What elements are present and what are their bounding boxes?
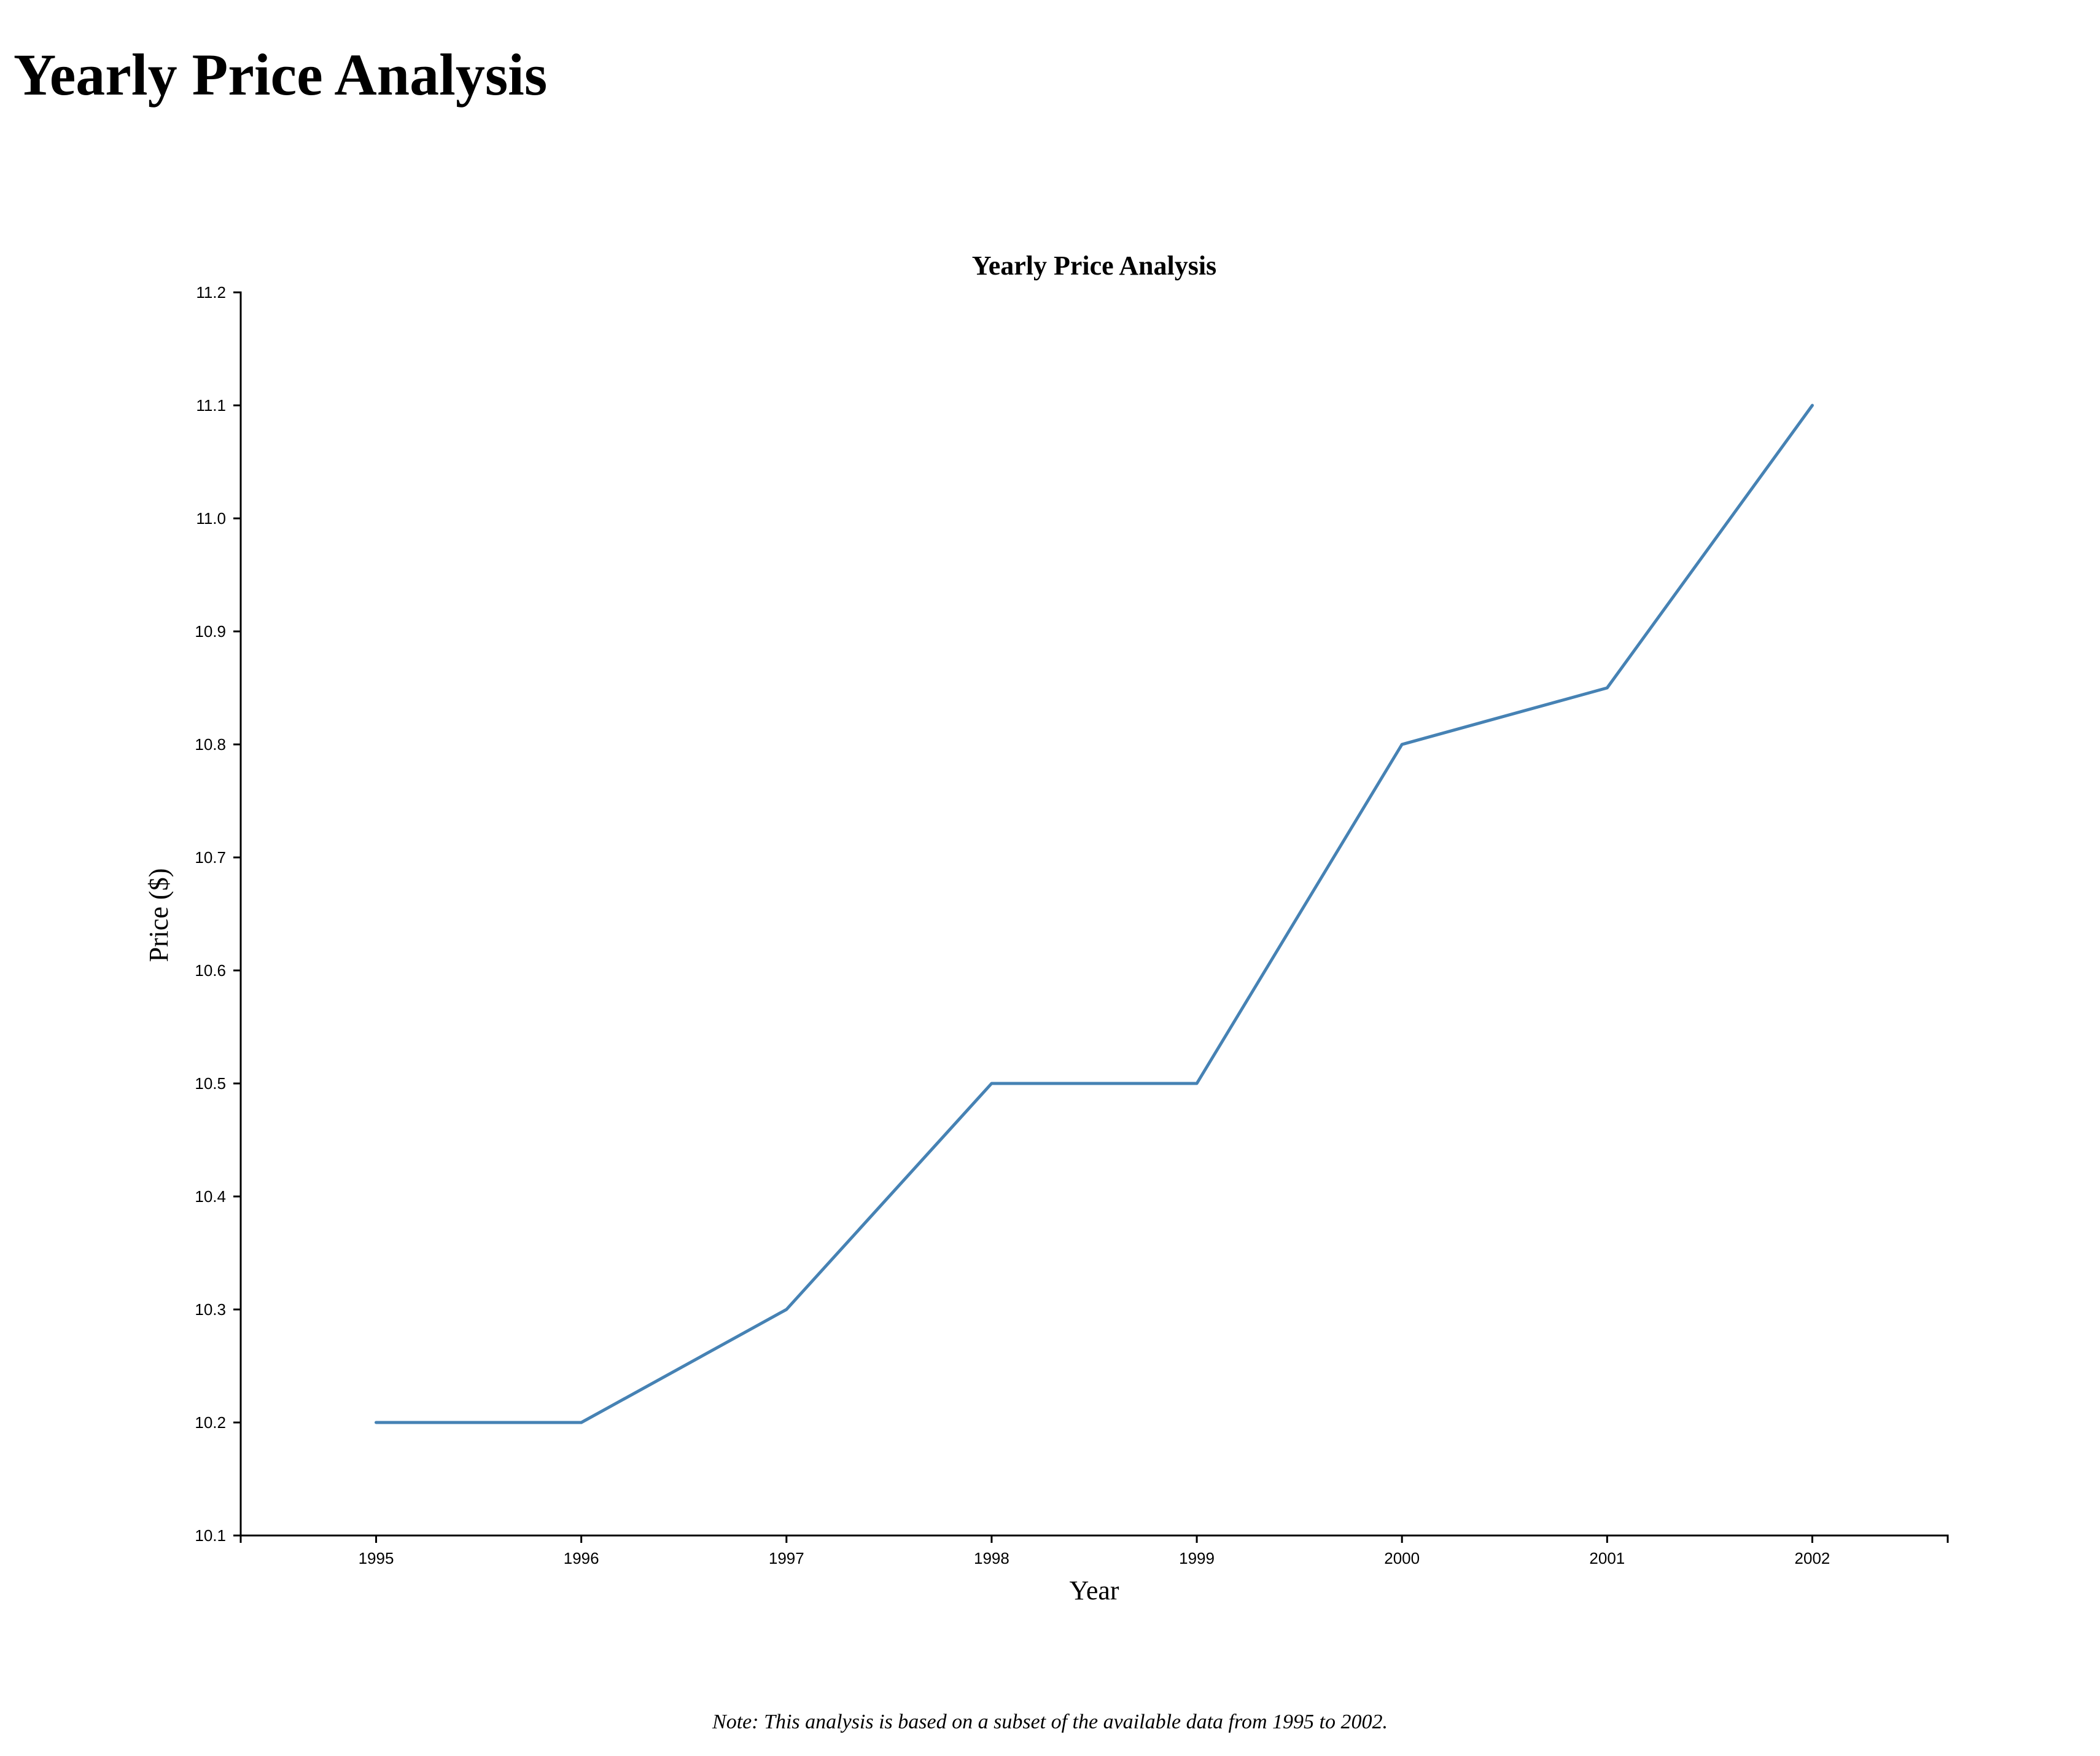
- y-tick-label: 10.8: [195, 735, 226, 754]
- y-tick-label: 10.7: [195, 848, 226, 867]
- x-tick-label: 2000: [1384, 1549, 1420, 1567]
- y-tick-label: 11.0: [196, 509, 226, 528]
- price-series-line: [375, 404, 1814, 1424]
- y-tick-label: 10.4: [195, 1187, 226, 1206]
- x-axis: 1995 1996 1997 1998 1999 2000 2001 2002: [239, 1534, 1949, 1567]
- y-tick-label: 11.1: [196, 396, 226, 415]
- x-axis-line: [239, 1534, 1949, 1543]
- footnote: Note: This analysis is based on a subset…: [712, 1711, 1388, 1733]
- chart-title: Yearly Price Analysis: [972, 251, 1216, 281]
- x-tick-label: 1999: [1179, 1549, 1215, 1567]
- y-tick-label: 10.6: [195, 961, 226, 980]
- x-tick-label: 1997: [769, 1549, 804, 1567]
- y-tick-label: 11.2: [196, 283, 226, 302]
- page-heading: Yearly Price Analysis: [14, 42, 548, 107]
- y-axis: 10.1 10.2 10.3 10.4 10.5 10.6 10.7 10.8 10.9 11.0…: [195, 283, 242, 1545]
- x-tick-label: 1998: [974, 1549, 1009, 1567]
- x-tick-label: 1995: [359, 1549, 394, 1567]
- y-tick-label: 10.9: [195, 622, 226, 641]
- y-axis-line: [233, 291, 242, 1537]
- x-tick-label: 2002: [1795, 1549, 1830, 1567]
- x-tick-label: 1996: [564, 1549, 599, 1567]
- series-layer: [375, 404, 1814, 1424]
- y-tick-label: 10.2: [195, 1413, 226, 1432]
- y-axis-label: Price ($): [144, 868, 174, 962]
- y-tick-label: 10.1: [195, 1526, 226, 1545]
- x-axis-label: Year: [1069, 1575, 1119, 1606]
- y-tick-label: 10.5: [195, 1074, 226, 1093]
- x-tick-label: 2001: [1589, 1549, 1625, 1567]
- y-tick-label: 10.3: [195, 1300, 226, 1319]
